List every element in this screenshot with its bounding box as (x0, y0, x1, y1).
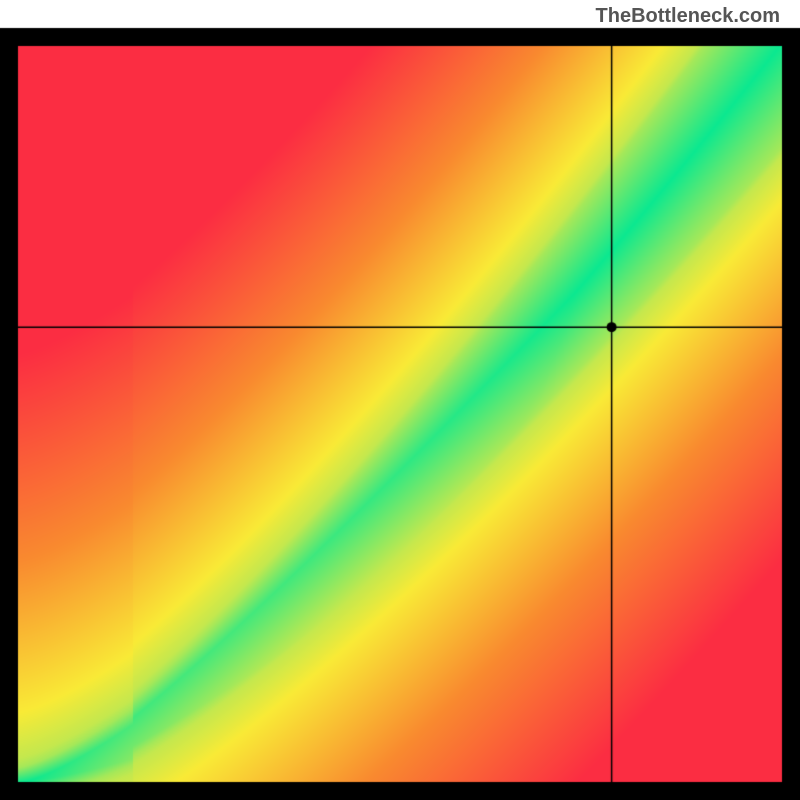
chart-container: TheBottleneck.com (0, 0, 800, 800)
watermark-text: TheBottleneck.com (596, 5, 780, 28)
heatmap-canvas (0, 0, 800, 800)
